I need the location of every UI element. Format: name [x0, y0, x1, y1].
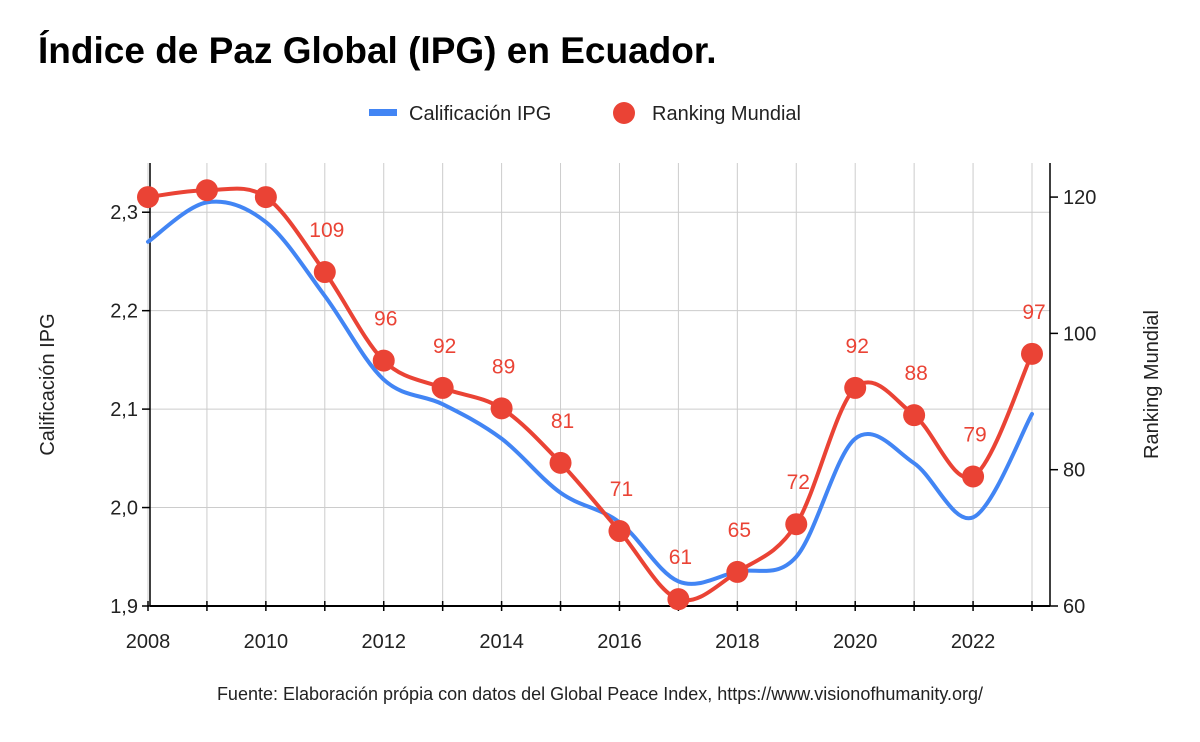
data-point [1021, 342, 1043, 365]
data-label: 97 [1022, 301, 1045, 324]
y-left-tick-label: 2,1 [110, 399, 138, 421]
data-point [608, 520, 631, 543]
data-label: 88 [904, 362, 927, 385]
y-left-tick-label: 1,9 [110, 596, 138, 618]
labels: 109 96 92 89 81 71 61 65 72 92 88 79 97 [309, 219, 1045, 569]
legend-label: Calificación IPG [409, 103, 551, 125]
x-tick-label: 2014 [479, 631, 524, 653]
data-point [726, 560, 749, 583]
source-note: Fuente: Elaboración própia con datos del… [216, 684, 984, 704]
data-point [254, 186, 277, 209]
data-point [313, 261, 336, 284]
x-tick-label: 2010 [244, 631, 289, 653]
data-point [962, 465, 985, 488]
y-right-tick-label: 120 [1063, 187, 1096, 209]
data-label: 92 [433, 335, 456, 358]
data-label: 72 [787, 471, 810, 494]
series-layer [137, 179, 1043, 611]
chart-title: Índice de Paz Global (IPG) en Ecuador. [38, 30, 717, 71]
y-left-tick-label: 2,2 [110, 301, 138, 323]
data-point [785, 513, 808, 536]
data-label: 65 [728, 519, 751, 542]
x-tick-label: 2012 [361, 631, 406, 653]
data-point [549, 451, 572, 474]
x-tick-label: 2018 [715, 631, 760, 653]
data-point [372, 349, 395, 372]
x-tick-label: 2008 [126, 631, 171, 653]
legend: Calificación IPG Ranking Mundial [369, 102, 801, 125]
data-point [844, 376, 867, 399]
data-label: 89 [492, 355, 515, 378]
axes: 2008 2010 2012 2014 2016 2018 2020 2022 1,9 2,0 2,… [37, 163, 1163, 653]
y-right-tick-label: 80 [1063, 460, 1085, 482]
x-tick-label: 2020 [833, 631, 878, 653]
data-label: 61 [669, 546, 692, 569]
y-left-tick-label: 2,0 [110, 498, 138, 520]
y-right-tick-label: 100 [1063, 323, 1096, 345]
data-label: 79 [963, 424, 986, 447]
y-left-tick-label: 2,3 [110, 202, 138, 224]
y-right-axis-title: Ranking Mundial [1141, 310, 1163, 459]
y-right-tick-label: 60 [1063, 596, 1085, 618]
data-point [490, 397, 513, 420]
data-label: 81 [551, 410, 574, 433]
legend-swatch-line [369, 109, 397, 116]
x-tick-label: 2022 [951, 631, 996, 653]
grid [147, 163, 1050, 606]
data-label: 96 [374, 308, 397, 331]
data-point [667, 588, 690, 611]
data-label: 71 [610, 478, 633, 501]
data-point [903, 404, 926, 427]
data-point [431, 376, 454, 399]
x-tick-label: 2016 [597, 631, 642, 653]
data-point [137, 186, 159, 209]
series-line-1 [146, 186, 1034, 603]
data-label: 92 [846, 335, 869, 358]
legend-swatch-marker [613, 102, 635, 124]
series-line-0 [146, 199, 1034, 586]
data-label: 109 [309, 219, 344, 242]
y-left-axis-title: Calificación IPG [37, 313, 59, 455]
data-point [195, 179, 218, 202]
legend-label: Ranking Mundial [652, 103, 801, 125]
